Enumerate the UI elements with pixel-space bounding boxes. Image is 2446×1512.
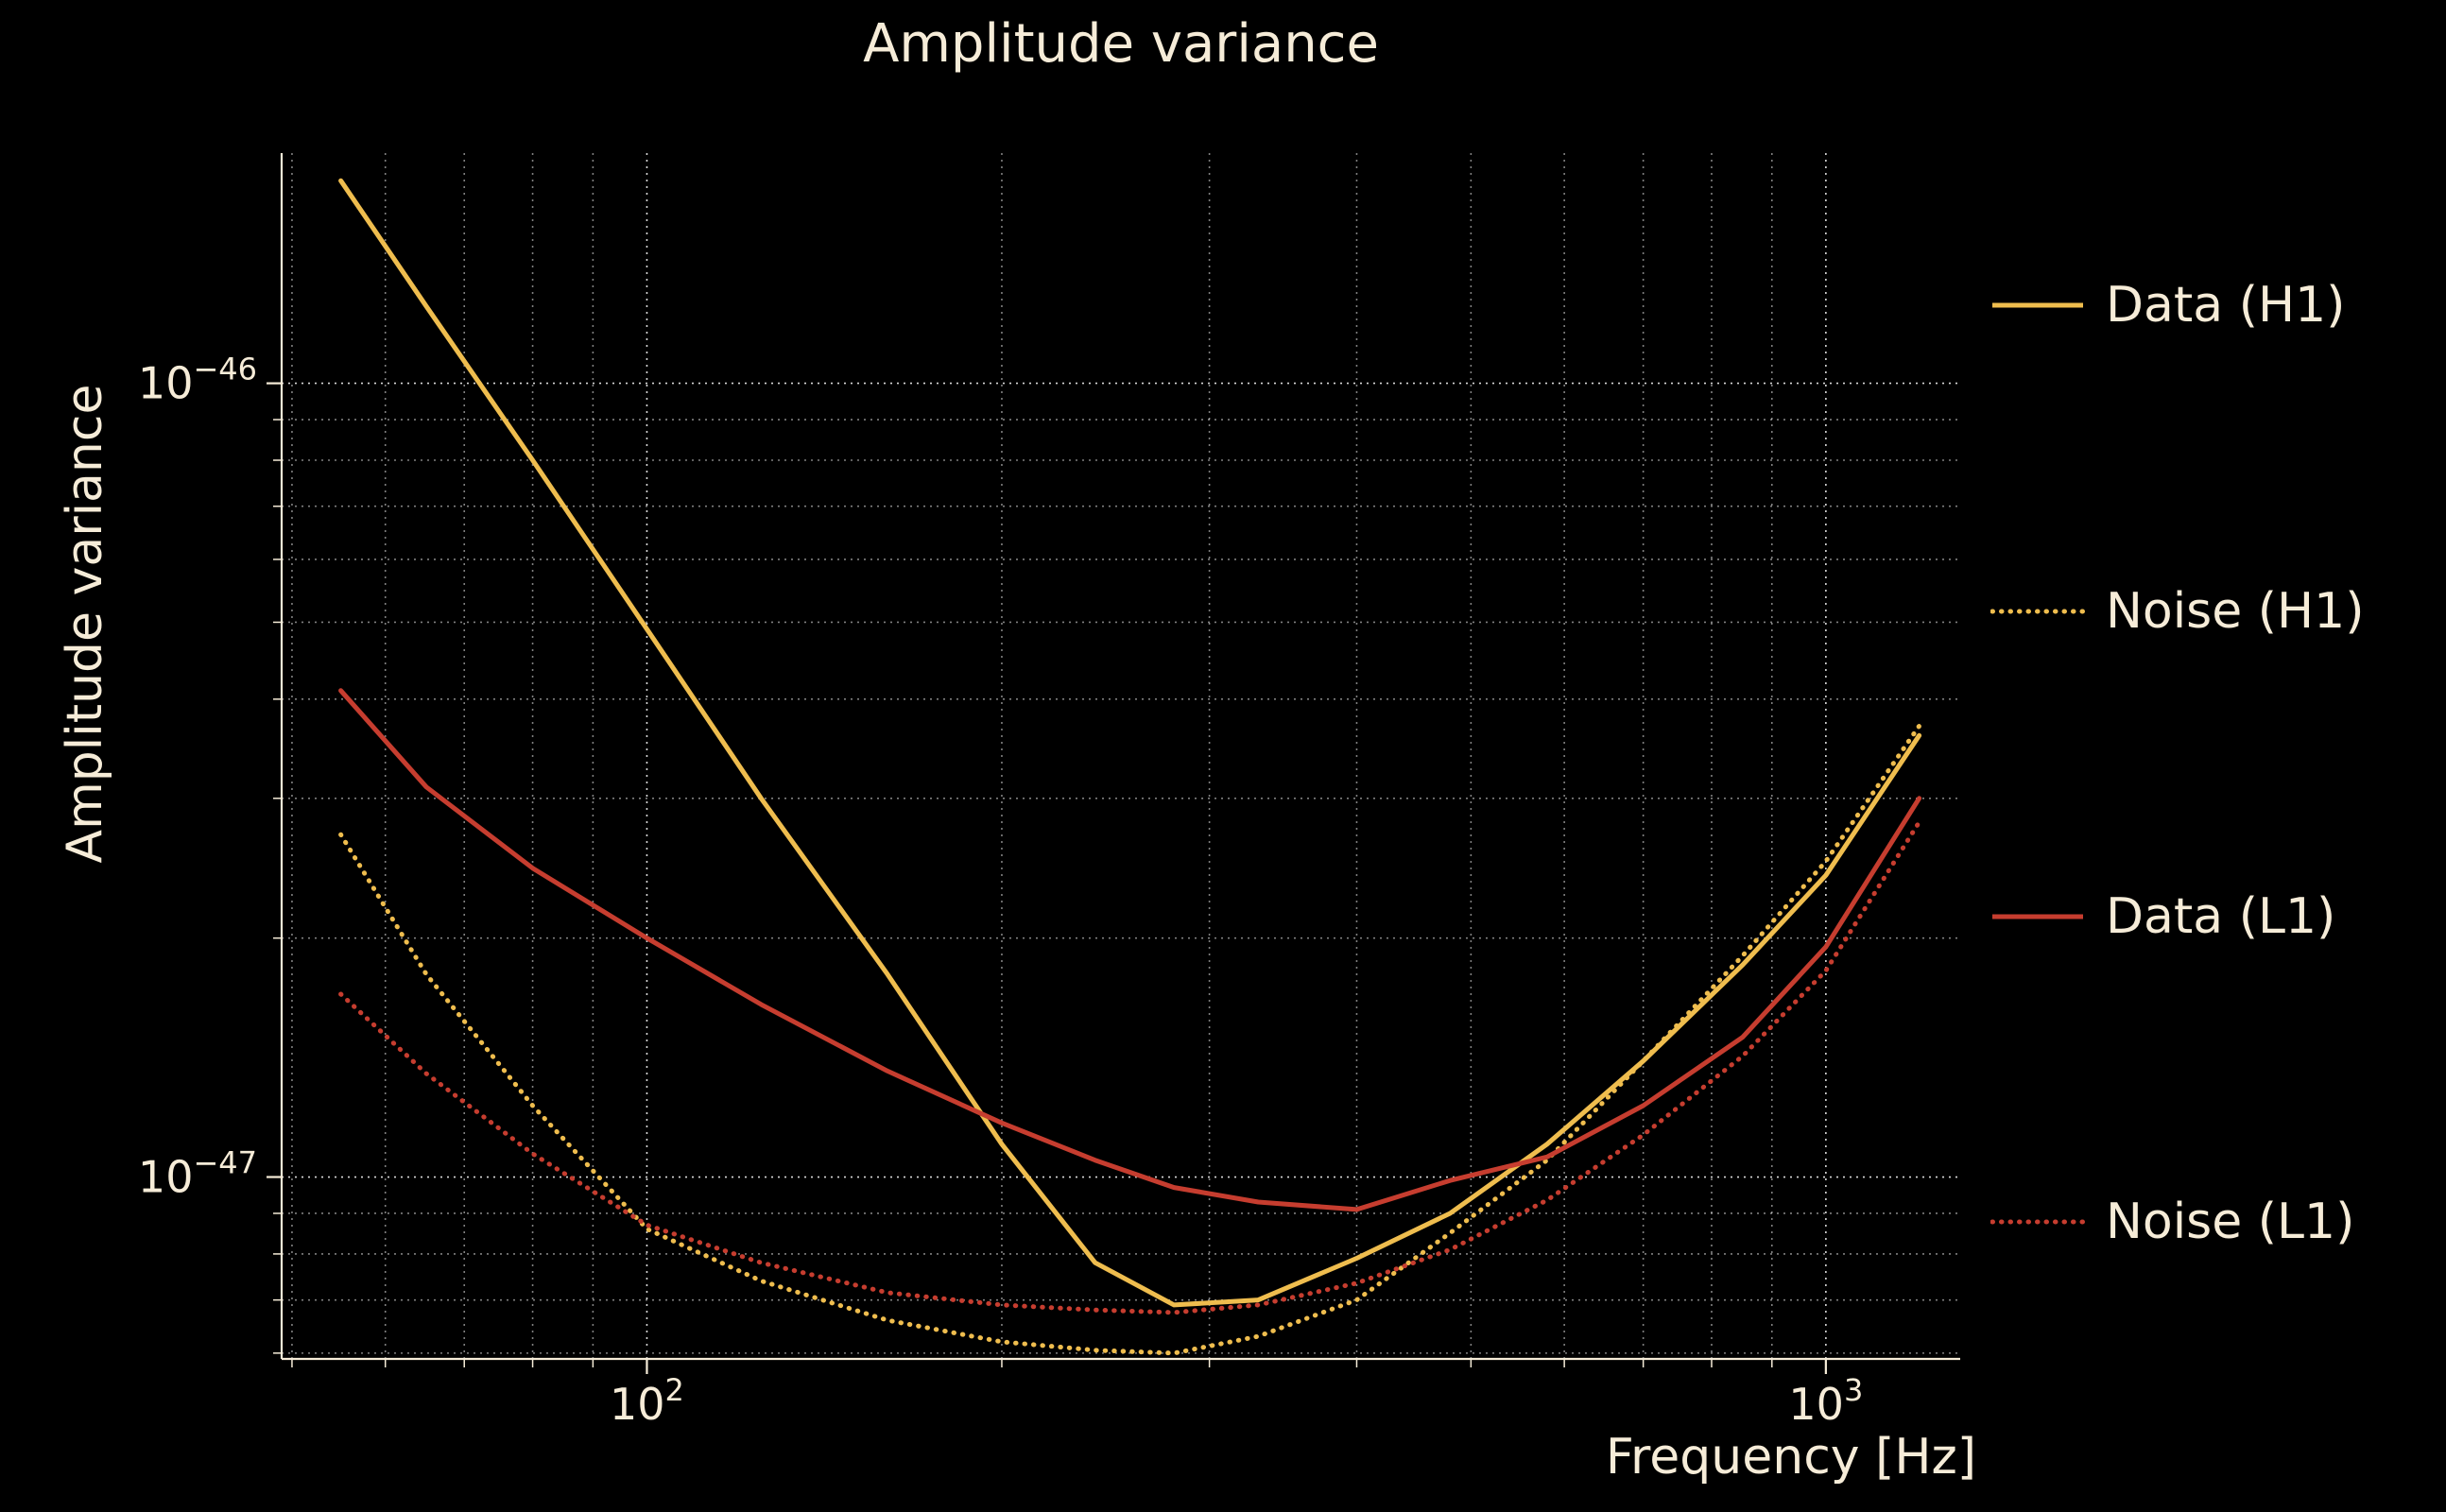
- y-tick-label: 10−46: [138, 352, 257, 409]
- legend-item-noise-l1: Noise (L1): [1990, 1193, 2354, 1251]
- y-axis-label: Amplitude variance: [57, 384, 113, 864]
- legend-label-noise-l1: Noise (L1): [2106, 1194, 2355, 1250]
- series-line-noise-l1: [338, 819, 1922, 1315]
- legend-line-sample-solid-red-icon: [1992, 914, 2083, 919]
- legend-item-data-h1: Data (H1): [1990, 276, 2345, 335]
- y-tick-label: 10−47: [138, 1145, 257, 1203]
- legend: Data (H1) Noise (H1) Data (L1) Noise (L1…: [1990, 0, 2446, 1512]
- legend-line-sample-solid-gold-icon: [1992, 302, 2083, 308]
- series-line-data-h1: [338, 178, 1922, 1308]
- chart-title: Amplitude variance: [863, 13, 1379, 75]
- legend-line-sample-dotted-red-icon: [1990, 1219, 2085, 1225]
- x-tick-label: 103: [1788, 1372, 1863, 1430]
- x-tick-label: 102: [610, 1372, 684, 1430]
- legend-label-data-l1: Data (L1): [2106, 888, 2336, 945]
- legend-label-noise-h1: Noise (H1): [2106, 583, 2365, 640]
- legend-label-data-h1: Data (H1): [2106, 277, 2346, 334]
- legend-line-sample-dotted-gold-icon: [1990, 609, 2085, 614]
- x-axis-label: Frequency [Hz]: [1605, 1429, 1977, 1486]
- legend-item-noise-h1: Noise (H1): [1990, 582, 2365, 641]
- legend-item-data-l1: Data (L1): [1990, 887, 2335, 946]
- series-line-data-l1: [338, 688, 1922, 1212]
- series-line-noise-h1: [338, 723, 1922, 1356]
